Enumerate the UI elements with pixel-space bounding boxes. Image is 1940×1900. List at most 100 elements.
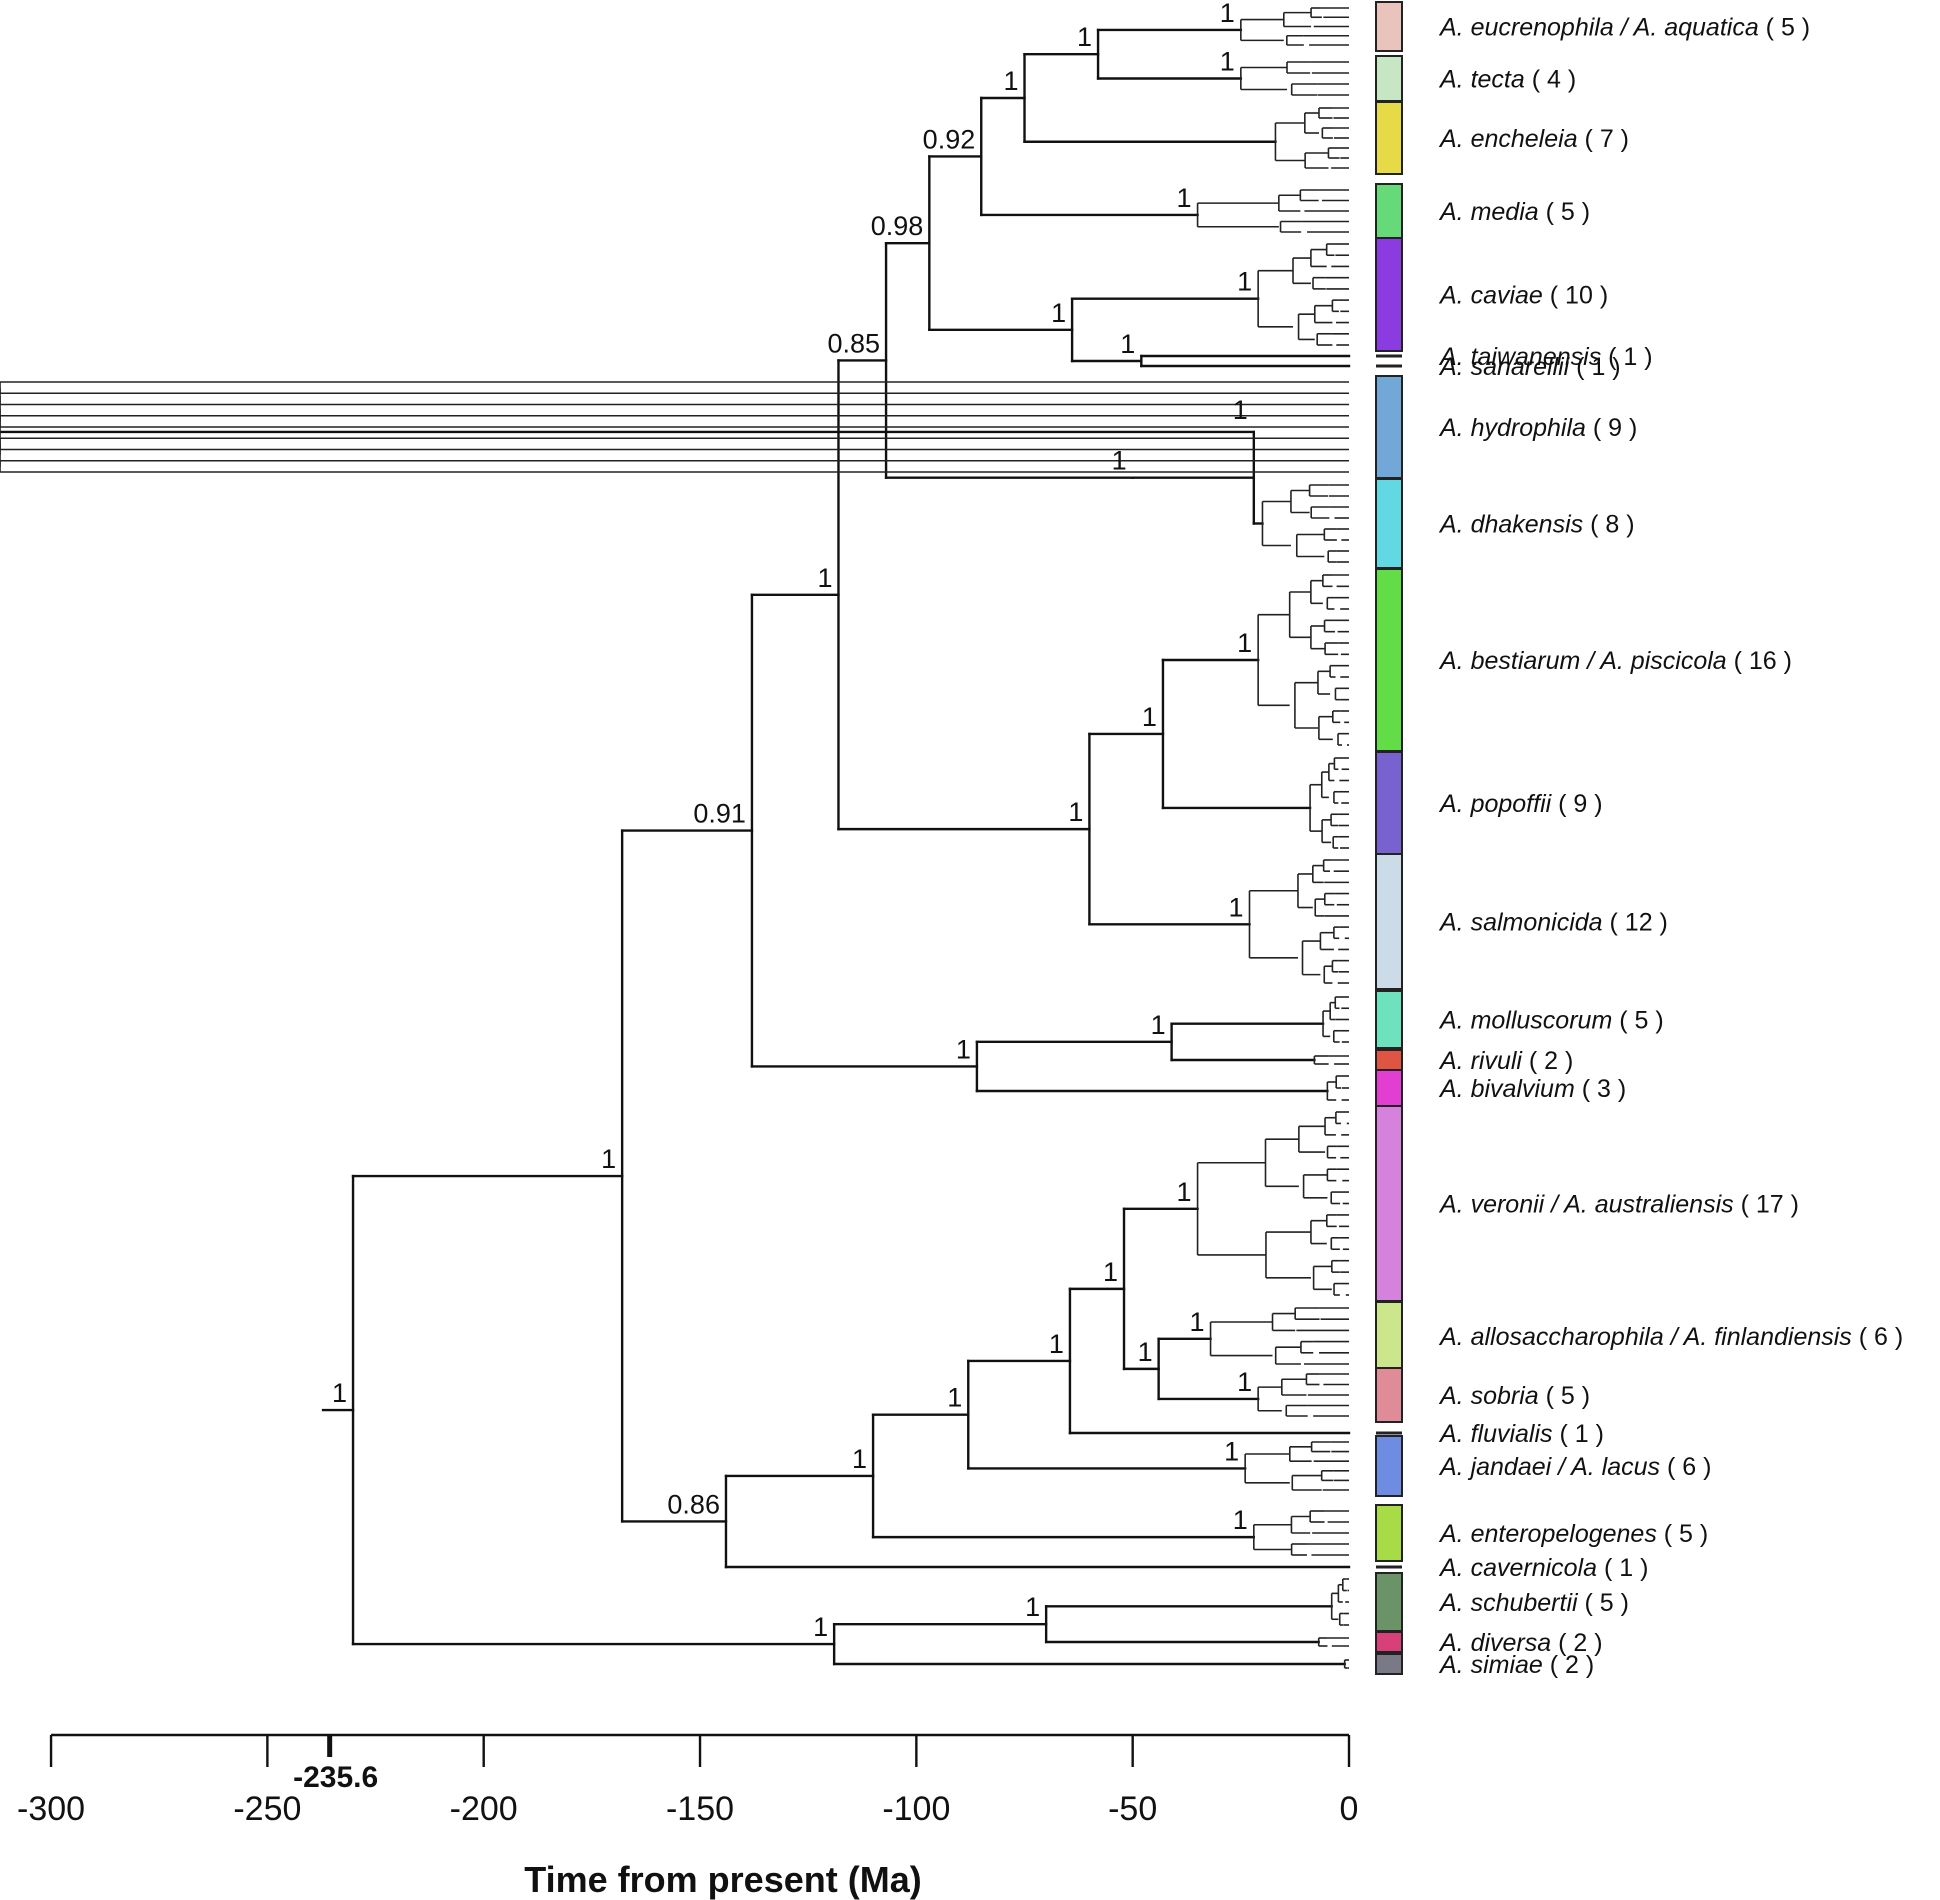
- support-label: 1: [1220, 47, 1235, 77]
- clade-label-med: A. media ( 5 ): [1438, 198, 1590, 226]
- clade-species-name: A. taiwanensis: [1438, 343, 1601, 371]
- clade-label-enc: A. encheleia ( 7 ): [1438, 125, 1629, 153]
- clade-bar-enc: [1375, 101, 1403, 175]
- clade-bar-biv: [1375, 1069, 1403, 1107]
- clade-count: ( 9 ): [1551, 790, 1602, 818]
- clade-species-name: A. salmonicida: [1438, 909, 1603, 937]
- clade-bar-ent: [1375, 1504, 1403, 1562]
- clade-bar-cvr: [1376, 1565, 1402, 1569]
- clade-bar-sal: [1375, 853, 1403, 990]
- clade-bar-jan: [1375, 1435, 1403, 1497]
- clade-species-name: A. bestiarum / A. piscicola: [1438, 647, 1727, 675]
- clade-label-tai: A. taiwanensis ( 1 ): [1438, 343, 1653, 371]
- time-axis: Time from present (Ma) -300 -250 -200 -150 -…: [17, 1733, 1358, 1900]
- clade-species-name: A. sobria: [1438, 1382, 1539, 1410]
- clade-count: ( 17 ): [1734, 1191, 1799, 1219]
- clade-count: ( 9 ): [1586, 414, 1637, 442]
- clade-species-name: A. schubertii: [1438, 1589, 1579, 1617]
- support-label: 1: [1237, 1367, 1252, 1397]
- clade-label-sim: A. simiae ( 2 ): [1438, 1651, 1594, 1679]
- clade-bar-sim: [1375, 1653, 1403, 1675]
- clade-species-name: A. enteropelogenes: [1438, 1520, 1657, 1548]
- clade-count: ( 1 ): [1597, 1554, 1648, 1582]
- support-label: 1: [1228, 892, 1243, 922]
- clade-bar-sch: [1375, 1572, 1403, 1632]
- clade-count: ( 5 ): [1578, 1589, 1629, 1617]
- clade-label-jan: A. jandaei / A. lacus ( 6 ): [1438, 1453, 1711, 1481]
- clade-count: ( 1 ): [1553, 1420, 1604, 1448]
- support-label: 0.91: [693, 799, 746, 829]
- clade-count: ( 5 ): [1539, 1382, 1590, 1410]
- clade-species-name: A. popoffii: [1438, 790, 1553, 818]
- clade-bar-tec: [1375, 55, 1403, 102]
- clade-count: ( 2 ): [1551, 1629, 1602, 1657]
- axis-title: Time from present (Ma): [524, 1859, 921, 1900]
- clade-bar-san: [1376, 364, 1402, 368]
- clade-label-bes: A. bestiarum / A. piscicola ( 16 ): [1438, 647, 1792, 675]
- clade-label-cvr: A. cavernicola ( 1 ): [1438, 1554, 1648, 1582]
- clade-bar-hyd: [1375, 375, 1403, 479]
- clade-species-name: A. caviae: [1438, 282, 1543, 310]
- clade-count: ( 3 ): [1575, 1075, 1626, 1103]
- support-label: 1: [1237, 267, 1252, 297]
- clade-count: ( 16 ): [1727, 647, 1792, 675]
- support-label: 0.85: [828, 328, 881, 358]
- clade-species-name: A. fluvialis: [1438, 1420, 1553, 1448]
- clade-bar-dha: [1375, 478, 1403, 569]
- clade-label-mol: A. molluscorum ( 5 ): [1438, 1007, 1664, 1035]
- support-label: 1: [1025, 1592, 1040, 1622]
- clade-count: ( 2 ): [1543, 1651, 1594, 1679]
- clade-label-hyd: A. hydrophila ( 9 ): [1438, 414, 1637, 442]
- clade-count: ( 2 ): [1522, 1047, 1573, 1075]
- clade-label-ver: A. veronii / A. australiensis ( 17 ): [1438, 1191, 1799, 1219]
- support-label: 1: [1190, 1307, 1205, 1337]
- support-label: 1: [332, 1378, 347, 1408]
- clade-label-tec: A. tecta ( 4 ): [1438, 66, 1576, 94]
- clade-species-name: A. molluscorum: [1438, 1007, 1612, 1035]
- support-label: 1: [1177, 1177, 1192, 1207]
- clade-species-name: A. media: [1438, 198, 1539, 226]
- clade-count: ( 6 ): [1852, 1323, 1903, 1351]
- clade-species-name: A. jandaei / A. lacus: [1438, 1453, 1660, 1481]
- clade-bar-flu: [1376, 1431, 1402, 1435]
- clade-bar-tai: [1376, 354, 1402, 358]
- clade-count: ( 5 ): [1759, 14, 1810, 42]
- clade-species-name: A. cavernicola: [1438, 1554, 1597, 1582]
- clade-bar-div: [1375, 1631, 1403, 1653]
- tree-branches: [0, 28, 1351, 1666]
- clade-bar-riv: [1375, 1049, 1403, 1071]
- clade-species-name: A. eucrenophila / A. aquatica: [1438, 14, 1759, 42]
- clade-count: ( 4 ): [1525, 66, 1576, 94]
- clade-species-name: A. encheleia: [1438, 125, 1578, 153]
- clade-species-name: A. dhakensis: [1438, 511, 1583, 539]
- clade-bar-mol: [1375, 990, 1403, 1049]
- support-label: 1: [852, 1444, 867, 1474]
- support-label: 1: [1151, 1010, 1166, 1040]
- clade-label-sob: A. sobria ( 5 ): [1438, 1382, 1590, 1410]
- tip-branches: [0, 7, 1349, 1669]
- support-label: 1: [1220, 0, 1235, 28]
- clade-label-biv: A. bivalvium ( 3 ): [1438, 1075, 1626, 1103]
- axis-tick-label: -150: [666, 1790, 734, 1828]
- axis-tick-label: -300: [17, 1790, 85, 1828]
- clade-species-name: A. simiae: [1438, 1651, 1543, 1679]
- clade-count: ( 1 ): [1569, 353, 1620, 381]
- clade-count: ( 1 ): [1601, 343, 1652, 371]
- clade-species-name: A. rivuli: [1438, 1047, 1523, 1075]
- clade-species-name: A. bivalvium: [1438, 1075, 1575, 1103]
- clade-label-euc: A. eucrenophila / A. aquatica ( 5 ): [1438, 14, 1810, 42]
- clade-bar-pop: [1375, 751, 1403, 855]
- axis-tick-label: -250: [233, 1790, 301, 1828]
- axis-tick-label: -50: [1108, 1790, 1157, 1828]
- clade-count: ( 10 ): [1543, 282, 1608, 310]
- support-label: 1: [1177, 183, 1192, 213]
- support-values: 1 1 0.91 1 0.85 0.98 0.92 1 1 1 1 1 1 1 1 1 0.86 1 1 1 1 1 1 1 1…: [332, 0, 1252, 1642]
- support-label: 1: [1112, 446, 1127, 476]
- support-label: 1: [1120, 329, 1135, 359]
- support-label: 0.86: [667, 1489, 720, 1519]
- clade-bar-bes: [1375, 568, 1403, 752]
- clade-bar-euc: [1375, 1, 1403, 52]
- root-age-label: -235.6: [293, 1761, 378, 1794]
- clade-count: ( 12 ): [1603, 909, 1668, 937]
